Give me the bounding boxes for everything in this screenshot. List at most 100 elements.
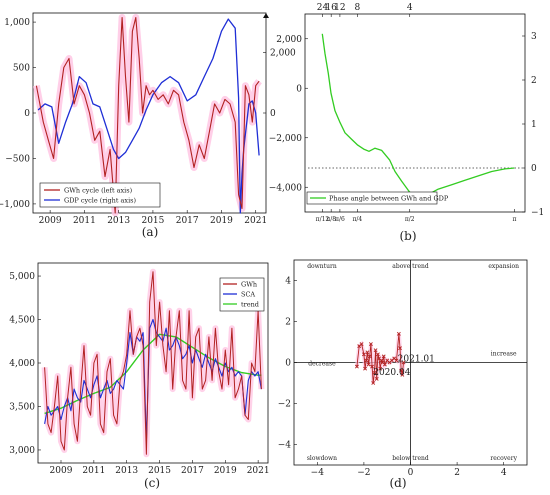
data-point bbox=[400, 372, 405, 377]
trend-line bbox=[44, 333, 262, 415]
data-point bbox=[375, 352, 380, 357]
y-right-tick-label: 2,000 bbox=[270, 48, 296, 58]
x-tick-label: 2013 bbox=[115, 466, 138, 476]
x-tick-label: 2011 bbox=[73, 216, 96, 226]
data-point bbox=[398, 346, 402, 351]
panel-d-ticks: −4 −2 0 2 4 −4 −2 0 2 4 bbox=[278, 260, 527, 478]
y-right-tick-label: 3 bbox=[531, 32, 537, 42]
top-tick-label: 16 bbox=[325, 3, 337, 13]
y-right-tick-label: 0 bbox=[270, 109, 276, 119]
data-point bbox=[354, 364, 359, 369]
point-annotation: 2020.04 bbox=[373, 368, 410, 378]
panel-c-ticks: 2009 2011 2013 2015 2017 2019 2021 3,000 3,500 4,… bbox=[9, 272, 269, 476]
data-point bbox=[364, 358, 369, 363]
x-tick-label: 2021 bbox=[244, 216, 267, 226]
legend-label: SCA bbox=[241, 291, 255, 299]
y-left-tick-label: 0 bbox=[296, 84, 302, 94]
y-tick-label: 4 bbox=[285, 277, 291, 287]
x-tick-label: 2015 bbox=[148, 466, 171, 476]
panel-label: (a) bbox=[142, 225, 159, 239]
data-point bbox=[366, 362, 371, 367]
x-tick-label: π/12 bbox=[316, 216, 330, 223]
quadrant-label: above trend bbox=[392, 263, 429, 270]
sca-line bbox=[44, 318, 262, 442]
gwh-line bbox=[44, 271, 262, 455]
y-left-tick-label: −500 bbox=[5, 154, 30, 164]
y-tick-label: −4 bbox=[278, 441, 292, 451]
y-left-tick-label: −1,000 bbox=[0, 200, 30, 210]
data-point bbox=[399, 368, 404, 373]
x-tick-label: π/4 bbox=[352, 216, 362, 223]
x-tick-label: 2013 bbox=[107, 216, 130, 226]
y-left-tick-label: 2,000 bbox=[276, 35, 302, 45]
top-tick-label: 4 bbox=[407, 3, 413, 13]
panel-c-legend: GWh SCA trend bbox=[219, 277, 265, 312]
point-annotation: 2021.01 bbox=[398, 354, 435, 364]
x-tick-label: −4 bbox=[311, 468, 325, 478]
x-tick-label: π bbox=[512, 216, 516, 223]
y-left-tick-label: −4,000 bbox=[269, 183, 303, 193]
panel-b-frame bbox=[304, 13, 526, 213]
x-tick-label: −2 bbox=[357, 468, 370, 478]
gdp-cycle-line bbox=[37, 18, 260, 214]
y-right-tick-label: −1 bbox=[531, 208, 544, 218]
top-tick-label: 8 bbox=[354, 3, 360, 13]
y-tick-label: 4,500 bbox=[9, 316, 35, 326]
panel-b-lines bbox=[308, 33, 522, 198]
legend-label: trend bbox=[241, 301, 259, 309]
x-tick-label: 2 bbox=[454, 468, 460, 478]
legend-box bbox=[39, 182, 161, 208]
y-left-tick-label: 500 bbox=[13, 64, 30, 74]
top-tick-label: 12 bbox=[334, 3, 345, 13]
y-right-tick-label: 2 bbox=[531, 76, 537, 86]
data-point bbox=[368, 342, 373, 346]
y-left-tick-label: 0 bbox=[24, 109, 30, 119]
x-tick-label: π/2 bbox=[405, 216, 415, 223]
data-point bbox=[367, 354, 372, 359]
y-tick-label: 4,000 bbox=[9, 359, 35, 369]
legend-label: GDP cycle (right axis) bbox=[64, 197, 136, 205]
data-point bbox=[372, 370, 377, 375]
panel-c: 2009 2011 2013 2015 2017 2019 2021 3,000 3,500 4,… bbox=[9, 262, 270, 490]
x-tick-label: 2015 bbox=[141, 216, 164, 226]
panel-d-annotations: 2021.01 2020.04 bbox=[373, 354, 435, 377]
x-tick-label: 2011 bbox=[82, 466, 105, 476]
panel-d-points bbox=[354, 331, 406, 385]
x-tick-label: 2009 bbox=[39, 216, 62, 226]
x-tick-label: 2017 bbox=[181, 466, 204, 476]
y-right-tick-label: 0 bbox=[531, 164, 537, 174]
right-axis-arrow-icon bbox=[263, 13, 269, 18]
data-point bbox=[363, 366, 367, 371]
gwh-cycle-line bbox=[35, 16, 260, 214]
x-tick-label: π/6 bbox=[335, 216, 345, 223]
panel-a-ticks: 2009 2011 2013 2015 2017 2019 2021 −1,000 −500 0 5… bbox=[0, 18, 296, 226]
legend-label: Phase angle between GWh and GDP bbox=[329, 195, 449, 203]
data-point bbox=[394, 358, 399, 363]
legend-box bbox=[306, 191, 438, 205]
y-tick-label: 2 bbox=[285, 318, 291, 328]
y-left-tick-label: −2,000 bbox=[269, 134, 303, 144]
quadrant-label: recovery bbox=[490, 455, 517, 462]
y-tick-label: 5,000 bbox=[9, 272, 35, 282]
data-point bbox=[365, 350, 370, 355]
data-point bbox=[378, 366, 383, 371]
panel-label: (c) bbox=[144, 476, 160, 490]
quadrant-label: below trend bbox=[392, 455, 429, 462]
quadrant-label: slowdown bbox=[307, 455, 337, 462]
data-point bbox=[401, 360, 406, 365]
legend-label: GWh cycle (left axis) bbox=[64, 187, 133, 195]
x-tick-label: 4 bbox=[501, 468, 507, 478]
legend-label: GWh bbox=[241, 281, 257, 289]
data-point bbox=[381, 354, 386, 359]
y-right-tick-label: 1 bbox=[531, 120, 537, 130]
y-left-tick-label: 1,000 bbox=[4, 18, 30, 28]
panel-d-quadrant-labels: downturn above trend expansion decrease incr… bbox=[307, 263, 519, 462]
x-tick-label: 2017 bbox=[176, 216, 199, 226]
data-point bbox=[396, 331, 401, 336]
x-tick-label: π/8 bbox=[326, 216, 336, 223]
data-point bbox=[361, 352, 366, 357]
x-tick-label: 2019 bbox=[210, 216, 233, 226]
